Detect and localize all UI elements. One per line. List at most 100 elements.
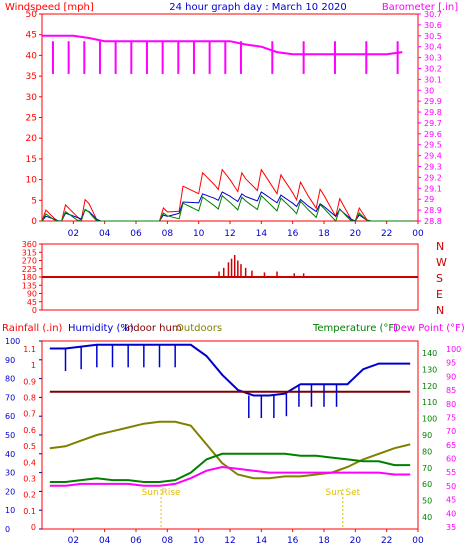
humidity-axis-label: Humidity (%) [68,323,134,334]
direction-y-tick-label: 225 [22,265,37,274]
temperature-y-tick-label: 100 [422,415,437,424]
dewpoint-y-tick-label: 75 [446,413,456,422]
rain-y-tick-label: 1 [31,361,36,370]
wind-x-tick-label: 06 [130,229,142,239]
wind-plot-frame [41,13,419,222]
dewpoint-y-tick-label: 40 [446,509,456,518]
humidity-y-tick-label: 70 [5,393,15,402]
barometer-y-tick-label: 30.5 [424,32,442,41]
temperature-y-tick-label: 110 [422,398,437,407]
wind-x-tick-label: 16 [287,229,299,239]
dewpoint-y-tick-label: 65 [446,441,456,450]
barometer-y-tick-label: 28.8 [424,217,442,226]
humidity-y-tick-label: 50 [5,431,15,440]
wind-y-tick-label: 40 [26,51,38,61]
wind-y-tick-label: 10 [26,176,38,186]
humidity-x-tick-label: 16 [287,536,299,546]
wind-y-tick-label: 45 [26,31,37,41]
wind-avg-series [41,191,415,222]
barometer-y-tick-label: 29.9 [424,97,442,106]
humidity-x-tick-label: 02 [68,536,79,546]
wind-x-tick-label: 20 [350,229,362,239]
humidity-x-tick-label: 22 [381,536,392,546]
dewpoint-y-tick-label: 55 [446,468,456,477]
humidity-x-tick-label: 12 [224,536,235,546]
wind-low-series [41,194,415,222]
rain-y-tick-label: 0.5 [23,442,36,451]
temperature-y-tick-label: 70 [422,464,432,473]
humidity-y-tick-label: 20 [5,487,15,496]
temperature-y-tick-label: 130 [422,365,437,374]
barometer-y-tick-label: 29 [424,195,434,204]
wind-x-tick-label: 18 [318,229,330,239]
humidity-x-tick-label: 08 [162,536,174,546]
wind-y-tick-label: 30 [26,93,38,103]
wind-x-tick-label: 02 [68,229,79,239]
humidity-x-tick-label: 10 [193,536,205,546]
barometer-y-tick-label: 29.8 [424,108,442,117]
temperature-y-tick-label: 60 [422,480,432,489]
barometer-axis-label: Barometer [.in] [382,2,458,13]
dewpoint-series [49,452,411,483]
barometer-y-tick-label: 29.7 [424,119,442,128]
temperature-y-tick-label: 140 [422,349,437,358]
dewpoint-y-tick-label: 50 [446,482,456,491]
sunrise-label: Sun Rise [142,488,181,498]
temperature-y-tick-label: 120 [422,382,437,391]
direction-letter: W [436,256,447,269]
wind-x-tick-label: 04 [99,229,111,239]
dewpoint-y-tick-label: 35 [446,523,456,532]
wind-axis-label: Windspeed [mph] [5,2,94,13]
rain-y-tick-label: 0 [31,523,36,532]
humidity-x-tick-label: 14 [256,536,268,546]
barometer-y-tick-label: 30.3 [424,54,442,63]
direction-y-tick-label: 45 [27,298,37,307]
direction-letter: N [436,240,444,253]
chart-title: 24 hour graph day : March 10 2020 [169,2,347,13]
barometer-y-tick-label: 29.6 [424,130,442,139]
humidity-x-tick-label: 18 [318,536,330,546]
humidity-series [49,343,411,397]
dewpoint-y-tick-label: 70 [446,427,456,436]
barometer-y-tick-label: 29.1 [424,184,442,193]
dewpoint-y-tick-label: 100 [446,345,461,354]
direction-letter: E [436,288,443,301]
wind-x-tick-label: 10 [193,229,205,239]
dewpoint-y-tick-label: 45 [446,496,456,505]
wind-y-tick-label: 25 [26,114,37,124]
humidity-y-tick-label: 100 [5,337,20,346]
humidity-y-tick-label: 10 [5,506,15,515]
barometer-series-line [42,34,403,56]
barometer-y-tick-label: 29.5 [424,141,442,150]
direction-y-tick-label: 0 [32,306,37,315]
dewpoint-y-tick-label: 80 [446,400,456,409]
barometer-y-tick-label: 30.2 [424,64,442,73]
temperature-y-tick-label: 80 [422,447,432,456]
wind-y-tick-label: 15 [26,155,37,165]
direction-y-tick-label: 180 [22,273,37,282]
humidity-y-tick-label: 80 [5,375,15,384]
sunset-label: Sun Set [325,488,360,498]
rain-y-tick-label: 0.1 [23,507,36,516]
humidity-x-tick-label: 04 [99,536,111,546]
barometer-y-tick-label: 29.3 [424,163,442,172]
rain-y-tick-label: 0.8 [23,394,36,403]
outdoors-series [49,420,411,480]
wind-x-tick-label: 00 [412,229,424,239]
wind-y-tick-label: 5 [31,196,37,206]
wind-y-tick-label: 20 [26,134,38,144]
temperature-y-tick-label: 40 [422,513,432,522]
wind-x-tick-label: 08 [162,229,174,239]
wind-x-tick-label: 12 [224,229,235,239]
temperature-y-tick-label: 90 [422,431,432,440]
rain-y-tick-label: 0.9 [23,377,36,386]
wind-x-tick-label: 22 [381,229,392,239]
temperature-y-tick-label: 50 [422,497,432,506]
direction-y-tick-label: 90 [27,290,37,299]
direction-y-tick-label: 270 [22,257,37,266]
wind-y-tick-label: 50 [26,10,38,20]
humidity-y-tick-label: 30 [5,469,15,478]
wind-y-tick-label: 35 [26,72,37,82]
